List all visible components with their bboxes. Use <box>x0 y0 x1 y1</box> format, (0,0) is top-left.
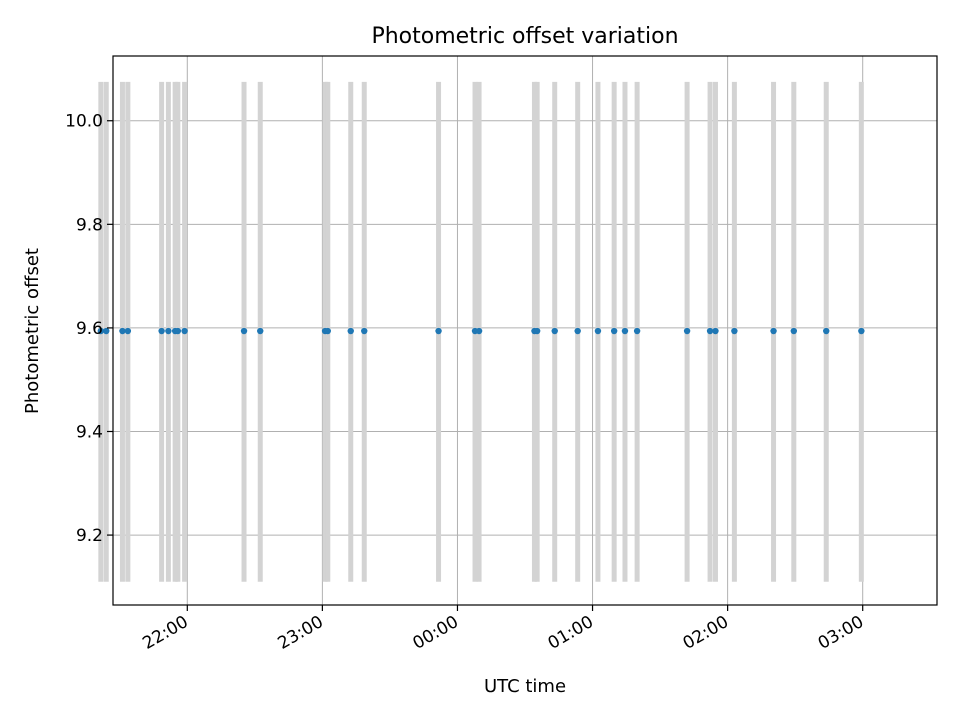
data-point <box>633 327 641 335</box>
data-point <box>103 327 110 335</box>
data-point <box>731 327 738 335</box>
x-axis-label: UTC time <box>484 676 566 697</box>
x-axis-ticks: 22:00 23:00 00:00 01:00 02:00 03:00 <box>139 605 867 654</box>
chart-title: Photometric offset variation <box>371 24 678 49</box>
y-tick-label: 9.2 <box>76 526 103 546</box>
y-tick-label: 9.4 <box>76 422 103 442</box>
data-point <box>119 327 126 335</box>
y-tick-label: 9.6 <box>76 319 103 339</box>
data-point <box>97 327 105 335</box>
x-tick-label: 22:00 <box>139 612 191 654</box>
x-tick-label: 01:00 <box>545 612 597 654</box>
data-point <box>475 327 483 335</box>
data-point <box>610 327 618 335</box>
data-point <box>240 327 248 335</box>
data-point <box>823 327 830 335</box>
data-point <box>683 327 691 335</box>
data-point <box>533 327 541 335</box>
data-point <box>158 327 165 335</box>
data-point <box>174 327 182 335</box>
data-point <box>790 327 798 335</box>
x-tick-label: 03:00 <box>815 612 867 654</box>
data-point <box>324 327 331 335</box>
data-points <box>97 327 865 335</box>
data-point <box>574 327 581 335</box>
data-point <box>858 327 865 335</box>
grid <box>113 56 937 605</box>
data-point <box>361 327 368 335</box>
x-tick-label: 23:00 <box>274 612 326 654</box>
data-point <box>712 327 719 335</box>
x-tick-label: 02:00 <box>680 612 732 654</box>
data-point <box>347 327 354 335</box>
data-point <box>594 327 602 335</box>
y-axis-label: Photometric offset <box>22 248 43 414</box>
data-point <box>621 327 629 335</box>
y-tick-label: 9.8 <box>76 215 103 235</box>
data-point <box>165 327 172 335</box>
plot-frame <box>112 55 938 606</box>
data-point <box>770 327 777 335</box>
x-tick-label: 00:00 <box>410 612 462 654</box>
data-point <box>551 327 558 335</box>
data-point <box>124 327 132 335</box>
data-point <box>435 327 442 335</box>
y-tick-label: 10.0 <box>65 112 103 132</box>
data-point <box>706 327 714 335</box>
data-point <box>257 327 264 335</box>
data-point <box>181 327 188 335</box>
y-axis-ticks: 9.2 9.4 9.6 9.8 10.0 <box>65 112 113 546</box>
